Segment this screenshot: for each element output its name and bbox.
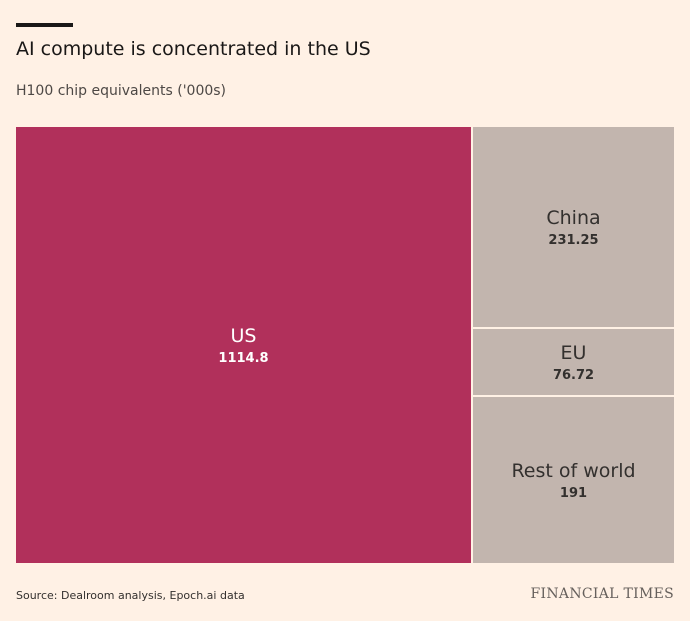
tile-name-us: US [230, 325, 257, 347]
tile-label: Rest of world 191 [473, 460, 674, 501]
tile-name-china: China [546, 207, 601, 229]
source-note: Source: Dealroom analysis, Epoch.ai data [16, 589, 245, 602]
tile-name-eu: EU [560, 342, 587, 364]
chart-subtitle: H100 chip equivalents ('000s) [16, 83, 227, 99]
tile-label: EU 76.72 [473, 342, 674, 383]
ft-logo: FINANCIAL TIMES [530, 586, 674, 602]
tile-name-rest-of-world: Rest of world [511, 460, 636, 482]
treemap: US 1114.8 China 231.25 EU 76.72 Rest of world 1… [16, 127, 674, 563]
top-rule [16, 23, 73, 27]
tile-value-eu: 76.72 [552, 368, 595, 383]
tile-us: US 1114.8 [16, 127, 471, 563]
tile-value-china: 231.25 [548, 233, 599, 248]
tile-value-rest-of-world: 191 [559, 486, 588, 501]
tile-label: China 231.25 [473, 207, 674, 248]
chart-title: AI compute is concentrated in the US [16, 38, 371, 60]
tile-eu: EU 76.72 [473, 329, 674, 395]
tile-rest-of-world: Rest of world 191 [473, 397, 674, 563]
tile-label: US 1114.8 [16, 325, 471, 366]
tile-value-us: 1114.8 [218, 351, 269, 366]
tile-china: China 231.25 [473, 127, 674, 327]
